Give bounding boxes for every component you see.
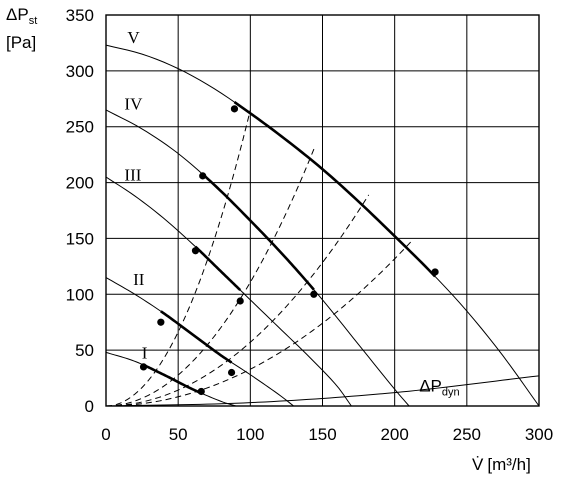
y-tick-label: 250 [66,118,94,137]
operating-point [199,172,207,180]
y-axis-symbol: ΔP [6,5,29,24]
y-tick-label: 100 [66,285,94,304]
y-axis-subscript: st [29,15,38,27]
system-curve [105,109,251,407]
y-tick-label: 350 [66,6,94,25]
y-tick-label: 300 [66,62,94,81]
system-curve [105,194,370,407]
operating-point [197,387,205,396]
system-curve [105,240,413,407]
curve-label-II: II [133,270,145,289]
grid [105,14,540,407]
fan-curve-II [105,277,294,407]
fan-curve-IV [105,109,410,407]
operating-point [310,290,318,298]
y-tick-label: 200 [66,174,94,193]
y-tick-label: 0 [85,397,94,416]
operating-range-IV [201,173,315,291]
x-tick-label: 50 [169,425,188,444]
x-tick-label: 100 [236,425,264,444]
dynamic-pressure-curve [105,375,540,407]
x-axis-symbol: V̇ [472,455,484,474]
operating-range-I [142,363,202,395]
x-tick-label: 250 [453,425,481,444]
dynamic-pressure-subscript: dyn [442,386,460,398]
x-axis-unit: [m³/h] [487,455,530,474]
curve-label-III: III [124,165,141,184]
operating-point [227,368,236,377]
x-tick-label: 200 [380,425,408,444]
operating-point [157,318,165,326]
operating-point [230,105,239,113]
operating-range-III [194,245,242,292]
x-tick-label: 150 [308,425,336,444]
curve-label-V: V [127,28,140,47]
curve-label-IV: IV [124,94,143,113]
operating-point [191,247,200,255]
dynamic-pressure-symbol: ΔP [419,376,442,395]
y-axis-label: ΔPst [6,5,37,27]
system-curve [105,145,316,407]
x-tick-label: 0 [101,425,110,444]
plot-frame [105,14,540,407]
operating-point [431,268,439,276]
operating-range-II [160,310,233,364]
operating-point [139,363,148,371]
x-axis-label: V̇ [m³/h] [472,455,531,474]
y-tick-label: 50 [75,341,94,360]
operating-point [236,297,244,305]
dynamic-pressure-label: ΔPdyn [419,376,459,398]
y-axis-unit: [Pa] [6,33,36,52]
y-tick-label: 150 [66,229,94,248]
curve-label-I: I [142,343,148,362]
operating-range-V [233,101,437,278]
axes: 0 50 100 150 200 250 300 0 50 100 150 200 250 300 350 [66,6,554,444]
x-tick-label: 300 [525,425,553,444]
